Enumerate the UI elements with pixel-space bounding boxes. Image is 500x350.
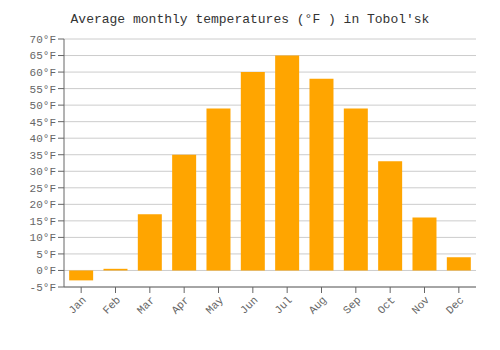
svg-text:Aug: Aug	[307, 294, 329, 316]
svg-text:Jan: Jan	[66, 294, 88, 316]
svg-text:35°F: 35°F	[30, 150, 56, 162]
svg-text:55°F: 55°F	[30, 84, 56, 96]
svg-text:Dec: Dec	[444, 294, 466, 316]
svg-text:-5°F: -5°F	[30, 282, 56, 294]
svg-text:Oct: Oct	[375, 294, 397, 316]
svg-text:Sep: Sep	[341, 294, 363, 316]
svg-text:Nov: Nov	[410, 294, 433, 317]
svg-text:Mar: Mar	[135, 294, 157, 316]
svg-text:10°F: 10°F	[30, 232, 56, 244]
svg-text:25°F: 25°F	[30, 183, 56, 195]
svg-text:45°F: 45°F	[30, 117, 56, 129]
svg-text:40°F: 40°F	[30, 133, 56, 145]
svg-text:30°F: 30°F	[30, 166, 56, 178]
svg-text:20°F: 20°F	[30, 199, 56, 211]
html-text:Average monthly temperatures (: Average monthly temperatures (°F ) in To…	[70, 12, 430, 27]
svg-text:0°F: 0°F	[36, 265, 56, 277]
svg-text:5°F: 5°F	[36, 249, 56, 261]
svg-text:15°F: 15°F	[30, 216, 56, 228]
svg-text:60°F: 60°F	[30, 67, 56, 79]
svg-text:Jun: Jun	[238, 294, 260, 316]
svg-text:Jul: Jul	[272, 294, 294, 316]
svg-text:50°F: 50°F	[30, 100, 56, 112]
svg-text:70°F: 70°F	[30, 34, 56, 46]
svg-text:65°F: 65°F	[30, 50, 56, 62]
svg-text:Apr: Apr	[169, 294, 191, 316]
svg-text:May: May	[204, 294, 227, 317]
svg-text:Feb: Feb	[101, 294, 123, 316]
